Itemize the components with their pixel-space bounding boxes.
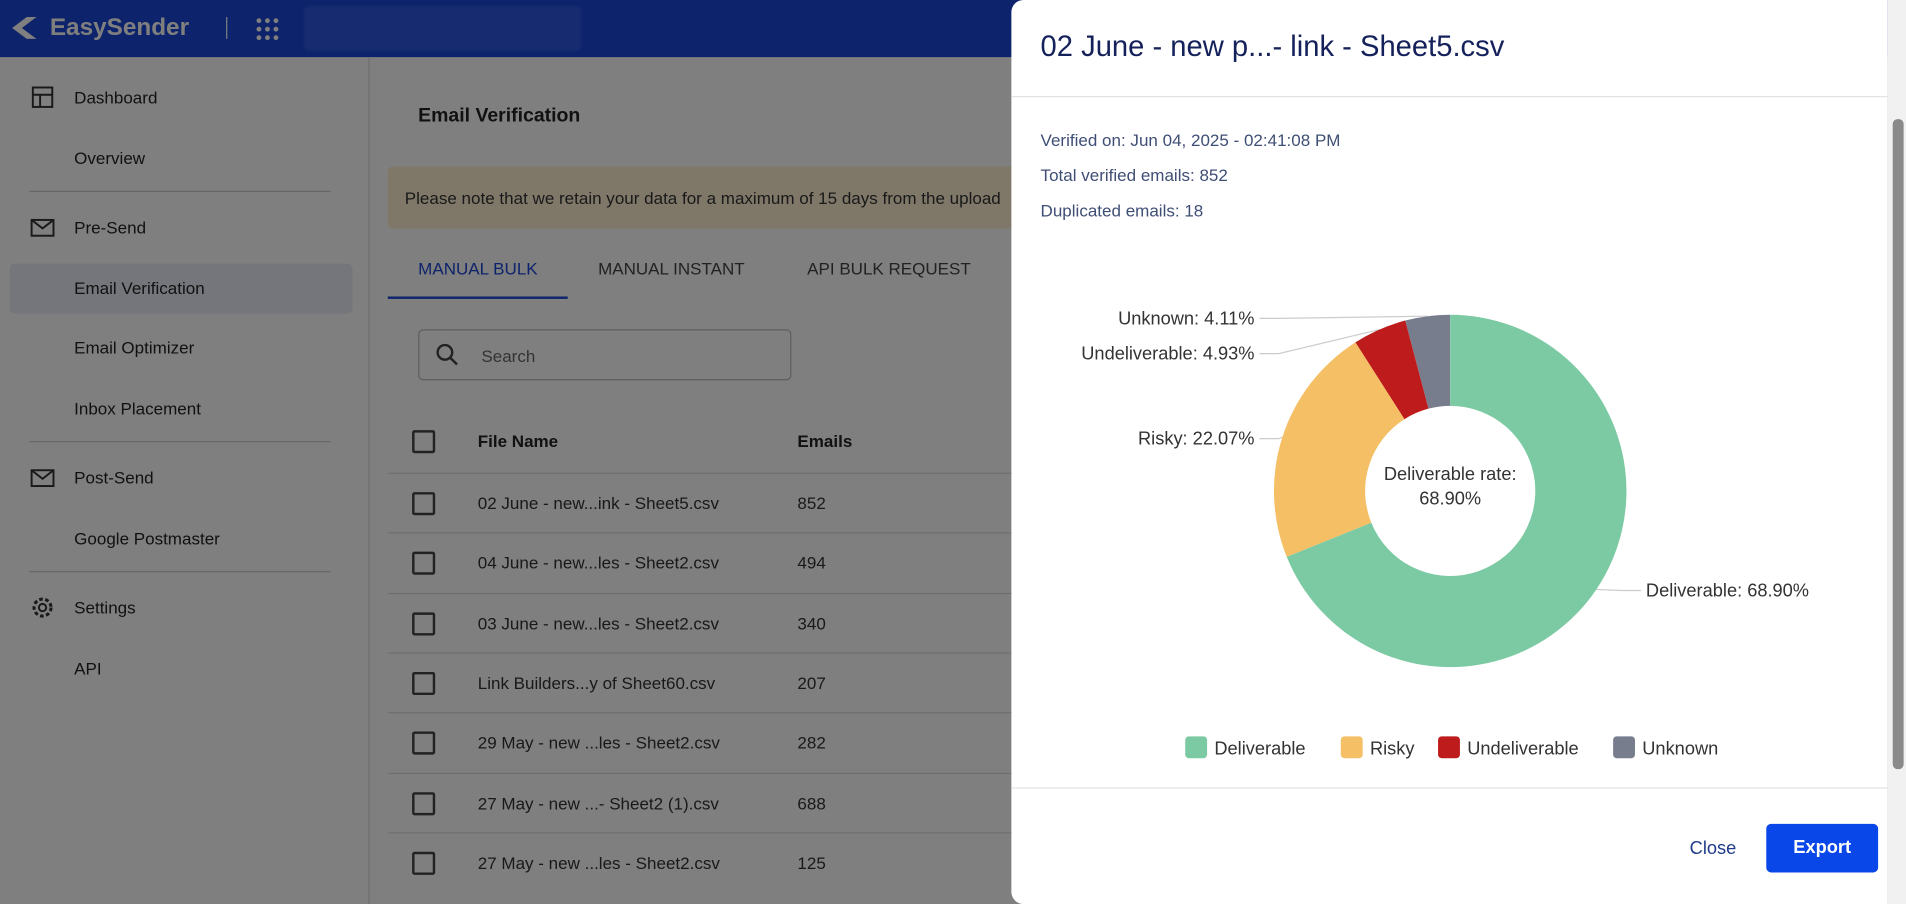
donut-slice <box>1405 314 1451 409</box>
divider <box>1011 95 1888 98</box>
donut-slice <box>1273 342 1405 557</box>
divider <box>1011 787 1888 789</box>
leader-line <box>1259 328 1380 355</box>
slice-label: Unknown: 4.11% <box>1118 307 1254 328</box>
info-line: Total verified emails: 852 <box>1040 165 1228 185</box>
slice-label: Risky: 22.07% <box>1138 428 1254 449</box>
slice-label: Undeliverable: 4.93% <box>1081 343 1254 364</box>
center-title: Deliverable rate: <box>1384 463 1517 484</box>
leader-line <box>1259 315 1428 319</box>
legend-swatch <box>1185 736 1208 759</box>
scrollbar-thumb[interactable] <box>1892 119 1904 770</box>
leader-line <box>1596 588 1642 592</box>
legend-swatch <box>1340 736 1363 759</box>
legend-swatch <box>1613 736 1635 759</box>
legend-label: Undeliverable <box>1467 738 1578 759</box>
export-button[interactable]: Export <box>1766 823 1879 873</box>
legend-label: Deliverable <box>1214 738 1305 759</box>
slice-label: Deliverable: 68.90% <box>1646 580 1809 601</box>
center-value: 68.90% <box>1419 487 1481 508</box>
legend-swatch <box>1438 736 1460 759</box>
legend-label: Unknown <box>1642 738 1718 759</box>
modal-title: 02 June - new p...- link - Sheet5.csv <box>1040 30 1505 64</box>
leader-line <box>1259 436 1283 440</box>
close-button[interactable]: Close <box>1689 838 1737 860</box>
donut-slice <box>1355 320 1429 420</box>
info-line: Verified on: Jun 04, 2025 - 02:41:08 PM <box>1040 130 1341 150</box>
donut-slice <box>1286 314 1627 668</box>
modal: 02 June - new p...- link - Sheet5.csv Ve… <box>1011 0 1888 904</box>
info-line: Duplicated emails: 18 <box>1040 200 1204 220</box>
legend-label: Risky <box>1370 738 1415 759</box>
donut-chart: Unknown Undeliverable Risky Deliverable Unkn… <box>1081 307 1809 759</box>
